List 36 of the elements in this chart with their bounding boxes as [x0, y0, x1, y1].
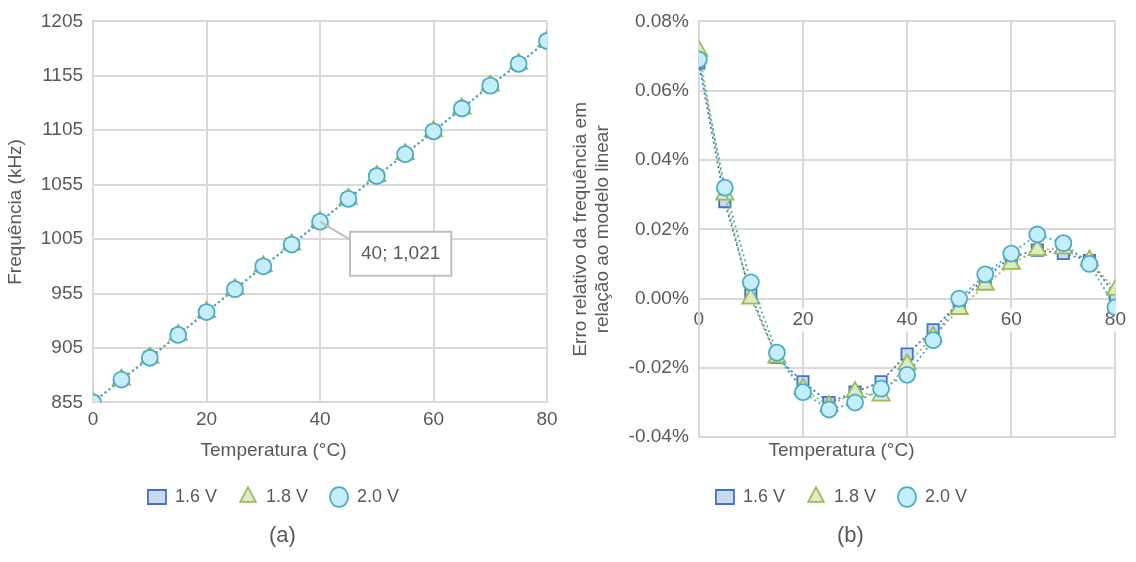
y-tick-label: 1055 — [40, 172, 84, 194]
x-tick-label: 20 — [792, 308, 814, 330]
legend-label: 2.0 V — [925, 485, 968, 506]
y-tick-label: 1005 — [40, 227, 84, 249]
x-tick-label: 60 — [422, 408, 445, 430]
y-tick-label: 955 — [51, 281, 84, 303]
text: (b) — [836, 522, 865, 548]
y-tick-label: 1205 — [40, 9, 84, 31]
legend-label: 1.6 V — [174, 485, 217, 506]
x-tick-label: 40 — [309, 408, 331, 430]
x-tick-label: 80 — [536, 408, 558, 430]
x-tick-label: 0 — [87, 408, 99, 430]
y-tick-label: 0.00% — [634, 286, 689, 308]
y-tick-label: 1155 — [42, 64, 84, 86]
x-tick-label: 40 — [896, 308, 918, 330]
y-axis-title: Frequência (kHz) — [3, 139, 25, 285]
x-tick-label: 20 — [195, 408, 218, 430]
x-tick-label: 60 — [1000, 308, 1022, 330]
y-tick-label: -0.04% — [628, 425, 689, 447]
x-axis-title: Temperatura (°C) — [768, 438, 915, 460]
y-tick-label: 0.06% — [634, 78, 689, 100]
y-tick-label: 0.04% — [634, 148, 689, 170]
annotation: 40; 1,021 — [361, 241, 441, 263]
y-tick-label: -0.02% — [628, 356, 689, 378]
y-axis-title: Erro relativo da frequência em relação ao modelo linear — [568, 102, 613, 357]
legend-label: 2.0 V — [357, 485, 400, 506]
y-tick-label: 0.02% — [634, 217, 689, 239]
legend-label: 1.6 V — [742, 485, 785, 506]
legend-label: 1.8 V — [265, 485, 309, 506]
y-tick-label: 0.08% — [634, 9, 689, 31]
y-tick-label: 905 — [51, 336, 84, 358]
y-tick-label: 1105 — [42, 118, 84, 140]
y-tick-label: 855 — [51, 390, 84, 412]
legend-label: 1.8 V — [833, 485, 877, 506]
text: (a) — [268, 522, 297, 548]
x-axis-title: Temperatura (°C) — [200, 438, 347, 460]
